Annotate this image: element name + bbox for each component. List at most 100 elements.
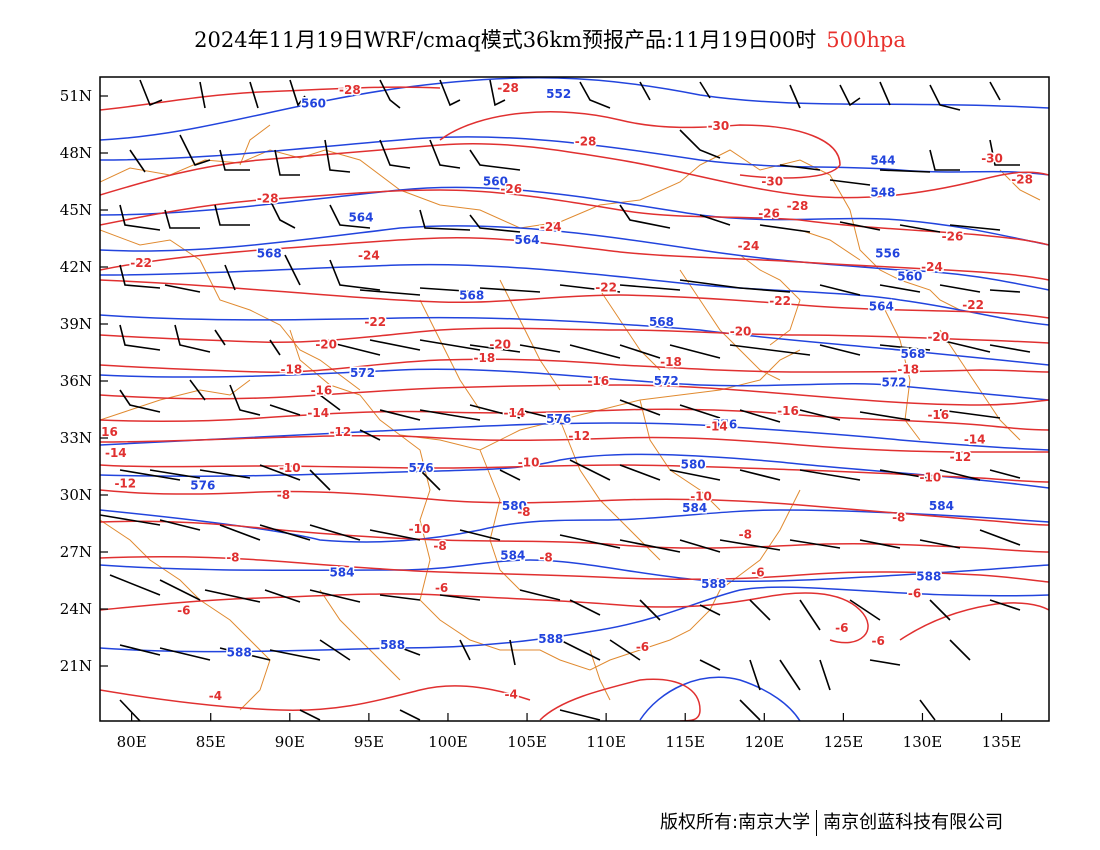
lon-axis: 80E 85E 90E 95E 100E 105E 110E 115E 120E 125E 130E…: [117, 713, 1022, 751]
temperature-contour-label: -12: [950, 450, 972, 464]
temperature-contour-label: -8: [433, 539, 446, 553]
title-text: 2024年11月19日WRF/cmaq模式36km预报产品:11月19日00时: [194, 28, 817, 52]
temperature-contour-label: -18: [281, 362, 303, 376]
temperature-contour-label: -14: [504, 406, 526, 420]
lon-tick-label: 105E: [507, 733, 547, 751]
lat-tick-label: 24N: [60, 600, 92, 618]
temperature-contour-label: -22: [130, 256, 152, 270]
lat-tick-label: 30N: [60, 486, 92, 504]
lon-tick-label: 80E: [117, 733, 147, 751]
temperature-contour-label: -28: [787, 199, 809, 213]
lat-tick-label: 45N: [60, 201, 92, 219]
temperature-contour-label: -14: [706, 419, 728, 433]
lon-tick-label: 110E: [586, 733, 626, 751]
height-contour-label: 552: [546, 87, 571, 101]
lon-tick-label: 85E: [196, 733, 226, 751]
temperature-contour-label: -30: [761, 174, 783, 188]
height-contour-label: 584: [500, 549, 525, 563]
lat-tick-label: 51N: [60, 87, 92, 105]
temperature-contour-label: -28: [1011, 172, 1033, 186]
temperature-contour-label: -6: [177, 604, 190, 618]
temperature-contour-label: -4: [209, 689, 222, 703]
temperature-contour-label: -26: [942, 229, 964, 243]
height-contour-label: 584: [929, 499, 954, 513]
lon-tick-label: 130E: [903, 733, 943, 751]
temperature-contour-label: -22: [364, 315, 386, 329]
height-contour-label: 572: [350, 366, 375, 380]
temperature-contour-label: -28: [339, 83, 361, 97]
temperature-contour-label: -20: [730, 324, 752, 338]
temperature-contour-label: -30: [708, 119, 730, 133]
temperature-contour-label: -22: [962, 298, 984, 312]
height-contour-label: 568: [649, 315, 674, 329]
temperature-contour-label: -16: [587, 374, 609, 388]
temperature-contour-label: -22: [595, 281, 617, 295]
temperature-contour-label: -20: [315, 338, 337, 352]
height-contour-label: 588: [538, 632, 563, 646]
height-contour-label: 568: [900, 347, 925, 361]
height-contour-label: 560: [897, 269, 922, 283]
height-contour-label: 556: [875, 247, 900, 261]
height-contour-label: 588: [916, 570, 941, 584]
height-contour-label: 580: [681, 457, 706, 471]
temperature-contour-label: -8: [739, 528, 752, 542]
lon-tick-label: 100E: [428, 733, 468, 751]
temperature-contour-label: -8: [277, 488, 290, 502]
height-contour-label: 564: [348, 210, 373, 224]
lon-tick-label: 95E: [354, 733, 384, 751]
temperature-contour-label: -22: [769, 294, 791, 308]
height-contour-label: 588: [701, 577, 726, 591]
lat-tick-label: 21N: [60, 657, 92, 675]
temperature-contour-label: -24: [540, 220, 562, 234]
lat-tick-label: 27N: [60, 543, 92, 561]
height-contour-label: 584: [682, 501, 707, 515]
temperature-contour-label: -8: [517, 505, 530, 519]
height-contours: [100, 77, 1049, 721]
lon-tick-label: 135E: [982, 733, 1022, 751]
height-contour-label: 576: [190, 478, 215, 492]
temperature-contour-label: -28: [257, 191, 279, 205]
height-contour-label: 568: [257, 247, 282, 261]
temperature-contour-label: -8: [539, 551, 552, 565]
height-contour-labels: 560 552 560 564 564 568 568 568 572 572 576 576 576 5…: [189, 85, 956, 661]
company-text: 南京创蓝科技有限公司: [823, 812, 1004, 833]
height-contour-label: 564: [515, 233, 540, 247]
height-contour-label: 544: [870, 153, 895, 167]
temperature-contour-label: -14: [964, 433, 986, 447]
lat-tick-label: 39N: [60, 315, 92, 333]
lon-tick-label: 115E: [665, 733, 705, 751]
footer-separator: [816, 810, 818, 836]
temperature-contour-label: -26: [500, 182, 522, 196]
temperature-contour-label: 16: [101, 425, 118, 439]
temperature-contour-label: -6: [751, 566, 764, 580]
temperature-contour-label: -24: [738, 239, 760, 253]
temperature-contour-label: -4: [505, 687, 518, 701]
lon-tick-label: 120E: [745, 733, 785, 751]
height-contour-label: 588: [227, 646, 252, 660]
lat-tick-label: 36N: [60, 372, 92, 390]
lat-axis: 51N 48N 45N 42N 39N 36N 33N 30N 27N 24N 21N: [60, 87, 108, 675]
temperature-contour-label: -16: [927, 408, 949, 422]
temperature-contour-label: -12: [114, 476, 136, 490]
temperature-contour-label: -24: [921, 260, 943, 274]
height-contour-label: 576: [409, 461, 434, 475]
temperature-contour-label: -6: [435, 581, 448, 595]
height-contour-label: 576: [546, 412, 571, 426]
copyright-text: 版权所有:南京大学: [660, 812, 811, 833]
lat-tick-label: 33N: [60, 429, 92, 447]
height-contour-label: 572: [654, 374, 679, 388]
lon-tick-label: 90E: [275, 733, 305, 751]
temperature-contour-label: -30: [981, 152, 1003, 166]
temperature-contour-label: -14: [105, 446, 127, 460]
temperature-contour-label: -6: [908, 587, 921, 601]
temperature-contour-label: -18: [660, 355, 682, 369]
pressure-level: 500hpa: [826, 28, 906, 52]
temperature-contour-label: -6: [835, 621, 848, 635]
temperature-contour-label: -28: [575, 134, 597, 148]
height-contour-label: 564: [869, 300, 894, 314]
height-contour-label: 588: [380, 638, 405, 652]
height-contour-label: 580: [502, 499, 527, 513]
temperature-contour-label: -12: [568, 429, 590, 443]
temperature-contour-label: -8: [226, 551, 239, 565]
height-contour-label: 584: [329, 566, 354, 580]
